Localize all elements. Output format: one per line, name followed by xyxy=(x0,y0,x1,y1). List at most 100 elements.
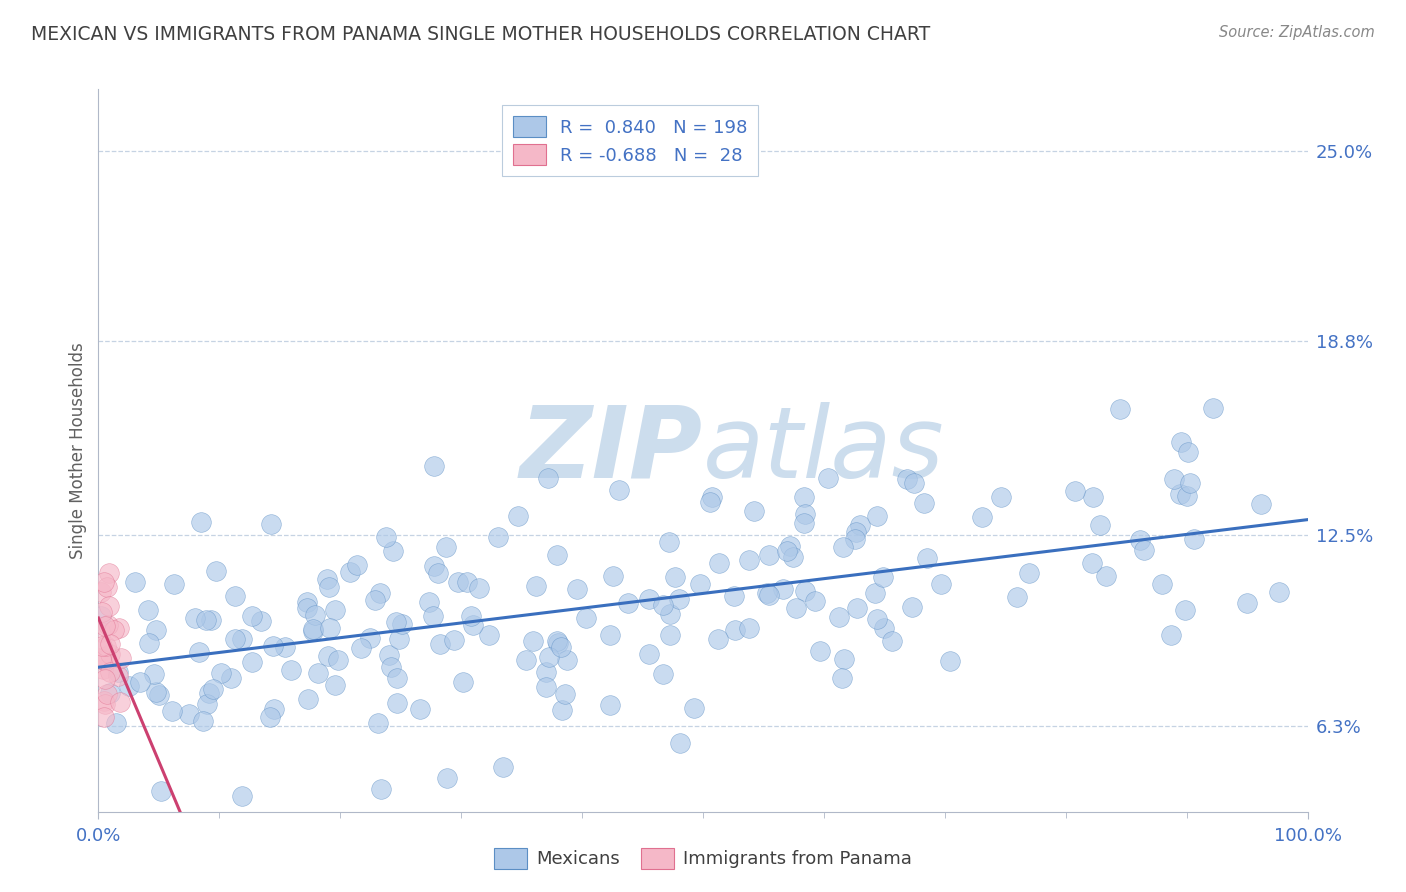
Point xyxy=(96,687,118,701)
Point xyxy=(846,601,869,615)
Point xyxy=(451,675,474,690)
Point xyxy=(316,572,339,586)
Point xyxy=(231,632,253,647)
Point xyxy=(388,632,411,646)
Point xyxy=(90,608,112,623)
Point xyxy=(197,686,219,700)
Point xyxy=(1182,532,1205,546)
Point xyxy=(534,665,557,679)
Point xyxy=(93,698,115,712)
Point xyxy=(323,678,346,692)
Point xyxy=(260,516,283,531)
Legend: Mexicans, Immigrants from Panama: Mexicans, Immigrants from Panama xyxy=(486,840,920,876)
Point xyxy=(194,613,217,627)
Point xyxy=(443,633,465,648)
Point xyxy=(865,586,887,600)
Point xyxy=(707,632,730,646)
Point xyxy=(96,581,118,595)
Point xyxy=(378,648,401,662)
Point xyxy=(547,636,569,650)
Point xyxy=(107,665,129,679)
Point xyxy=(150,783,173,797)
Point xyxy=(522,634,544,648)
Point xyxy=(209,665,232,680)
Point xyxy=(346,558,368,572)
Point xyxy=(90,605,112,619)
Point xyxy=(318,649,340,664)
Point xyxy=(939,654,962,668)
Point xyxy=(970,510,993,524)
Point xyxy=(231,789,253,804)
Point xyxy=(742,504,765,518)
Point xyxy=(302,624,325,639)
Point xyxy=(224,589,246,603)
Point xyxy=(702,491,724,505)
Text: MEXICAN VS IMMIGRANTS FROM PANAMA SINGLE MOTHER HOUSEHOLDS CORRELATION CHART: MEXICAN VS IMMIGRANTS FROM PANAMA SINGLE… xyxy=(31,25,931,44)
Point xyxy=(508,509,530,524)
Point xyxy=(98,686,121,700)
Point xyxy=(94,672,117,686)
Point xyxy=(461,618,484,632)
Point xyxy=(637,647,659,661)
Point xyxy=(557,653,579,667)
Point xyxy=(93,710,115,724)
Point xyxy=(1108,401,1130,416)
Point xyxy=(901,600,924,615)
Point xyxy=(1160,628,1182,642)
Point xyxy=(793,490,815,504)
Point xyxy=(98,648,121,662)
Point xyxy=(565,582,588,596)
Point xyxy=(105,715,128,730)
Point xyxy=(93,653,115,667)
Point xyxy=(280,663,302,677)
Point xyxy=(844,532,866,546)
Point xyxy=(367,716,389,731)
Point xyxy=(375,530,398,544)
Point xyxy=(110,651,132,665)
Point xyxy=(240,655,263,669)
Point xyxy=(409,701,432,715)
Point xyxy=(307,665,329,680)
Point xyxy=(817,471,839,485)
Point xyxy=(262,639,284,653)
Point xyxy=(873,621,896,635)
Point xyxy=(98,566,121,580)
Point xyxy=(699,495,721,509)
Point xyxy=(391,616,413,631)
Point xyxy=(205,564,228,578)
Point xyxy=(138,635,160,649)
Point xyxy=(845,524,868,539)
Point xyxy=(91,640,114,654)
Point xyxy=(990,490,1012,504)
Point xyxy=(738,553,761,567)
Text: atlas: atlas xyxy=(703,402,945,499)
Point xyxy=(295,594,318,608)
Point xyxy=(1268,585,1291,599)
Point xyxy=(1005,590,1028,604)
Point xyxy=(832,651,855,665)
Point xyxy=(297,691,319,706)
Point xyxy=(426,566,449,580)
Point xyxy=(368,586,391,600)
Point xyxy=(793,507,815,521)
Point xyxy=(1202,401,1225,415)
Point xyxy=(637,591,659,606)
Point xyxy=(772,582,794,596)
Point xyxy=(866,612,889,626)
Point xyxy=(1178,475,1201,490)
Point xyxy=(423,559,446,574)
Point xyxy=(90,625,112,640)
Point xyxy=(755,586,778,600)
Point xyxy=(1088,517,1111,532)
Point xyxy=(776,543,799,558)
Point xyxy=(782,549,804,564)
Point xyxy=(793,583,815,598)
Point xyxy=(456,575,478,590)
Point xyxy=(429,637,451,651)
Point xyxy=(664,570,686,584)
Point xyxy=(259,710,281,724)
Point xyxy=(1094,568,1116,582)
Point xyxy=(723,589,745,603)
Point xyxy=(118,679,141,693)
Point xyxy=(163,576,186,591)
